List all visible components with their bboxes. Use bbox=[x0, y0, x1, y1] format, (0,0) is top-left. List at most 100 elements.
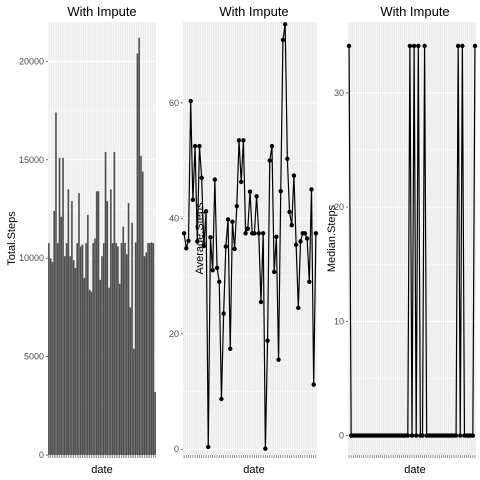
data-point bbox=[346, 43, 352, 49]
data-point bbox=[409, 433, 415, 438]
bar bbox=[104, 151, 107, 455]
data-point bbox=[195, 239, 200, 244]
y-tick-label: 60 bbox=[169, 98, 179, 108]
data-point bbox=[269, 143, 275, 149]
bar bbox=[101, 256, 103, 455]
y-tick-label: 40 bbox=[169, 213, 179, 223]
bar bbox=[141, 171, 144, 455]
data-point bbox=[260, 231, 266, 236]
data-point bbox=[422, 43, 427, 49]
bar bbox=[60, 216, 63, 455]
data-point bbox=[225, 217, 231, 222]
y-tick-label: 0 bbox=[39, 450, 44, 460]
data-point bbox=[247, 189, 253, 194]
data-point bbox=[234, 203, 240, 209]
data-point bbox=[265, 338, 270, 343]
bar bbox=[49, 258, 52, 455]
data-point bbox=[206, 444, 211, 450]
data-point bbox=[252, 231, 257, 236]
data-point bbox=[274, 234, 279, 239]
data-point bbox=[455, 43, 461, 49]
data-point bbox=[201, 243, 207, 249]
data-point bbox=[280, 37, 286, 43]
bar bbox=[113, 151, 116, 455]
bar bbox=[58, 157, 61, 455]
bar bbox=[145, 252, 148, 455]
data-point bbox=[208, 235, 213, 240]
data-point bbox=[278, 188, 283, 194]
bar bbox=[94, 238, 96, 455]
x-axis-label: date bbox=[404, 464, 425, 476]
bar bbox=[102, 243, 105, 455]
y-tick-label: 0 bbox=[174, 444, 179, 454]
data-point bbox=[241, 138, 246, 143]
bar bbox=[108, 287, 110, 455]
chart-total-steps: 0 5000 10000 15000 20000 With Impute Total.Ste… bbox=[6, 4, 156, 476]
bar bbox=[92, 243, 94, 455]
y-tick-label: 10 bbox=[334, 316, 344, 326]
data-point bbox=[453, 433, 459, 438]
data-point bbox=[302, 231, 308, 236]
data-point bbox=[217, 279, 222, 284]
data-point bbox=[307, 279, 312, 284]
data-point bbox=[460, 43, 465, 49]
bar bbox=[118, 283, 121, 455]
y-tick-label: 20 bbox=[334, 202, 344, 212]
bar bbox=[99, 279, 102, 455]
data-point bbox=[239, 179, 244, 185]
bar bbox=[154, 392, 156, 455]
data-point bbox=[210, 268, 215, 273]
data-point bbox=[472, 43, 478, 49]
data-point bbox=[263, 446, 268, 451]
bar bbox=[131, 222, 133, 455]
bar bbox=[138, 37, 140, 455]
data-point bbox=[197, 143, 202, 149]
chart-average-steps: 0 20 40 60 With Impute Average.Steps date bbox=[169, 4, 319, 476]
y-tick-label: 20000 bbox=[19, 56, 44, 66]
data-point bbox=[296, 305, 301, 310]
data-point bbox=[184, 246, 189, 251]
data-point bbox=[405, 433, 411, 438]
bar bbox=[127, 203, 130, 455]
chart-title: With Impute bbox=[67, 4, 136, 19]
bar bbox=[115, 243, 117, 455]
data-point bbox=[245, 226, 251, 231]
bar bbox=[55, 112, 57, 455]
bar bbox=[65, 243, 68, 455]
bar bbox=[90, 291, 93, 455]
data-point bbox=[214, 265, 220, 271]
bar bbox=[140, 155, 142, 455]
bar bbox=[83, 277, 86, 455]
data-point bbox=[304, 236, 310, 241]
bar bbox=[81, 244, 84, 455]
data-point bbox=[311, 382, 316, 387]
data-point bbox=[411, 43, 417, 49]
bar bbox=[95, 191, 98, 455]
data-point bbox=[186, 238, 191, 244]
bar bbox=[79, 246, 82, 455]
data-point bbox=[271, 269, 277, 275]
bar bbox=[88, 289, 91, 455]
data-point bbox=[470, 433, 476, 438]
y-tick-label: 15000 bbox=[19, 155, 44, 165]
bar bbox=[122, 226, 125, 455]
bar bbox=[124, 243, 126, 455]
data-point bbox=[228, 346, 233, 351]
data-point bbox=[293, 242, 299, 248]
data-point bbox=[413, 433, 419, 438]
chart-title: With Impute bbox=[219, 4, 288, 19]
bar bbox=[76, 243, 79, 455]
bar bbox=[71, 201, 73, 455]
bar bbox=[48, 243, 50, 455]
data-point bbox=[309, 187, 314, 192]
bar bbox=[111, 243, 114, 455]
data-point bbox=[285, 156, 290, 162]
data-point bbox=[190, 197, 196, 203]
bar bbox=[53, 210, 55, 455]
data-point bbox=[313, 231, 319, 236]
bar bbox=[136, 53, 139, 456]
bar bbox=[117, 246, 119, 455]
bar bbox=[67, 189, 70, 455]
chart-title: With Impute bbox=[380, 4, 449, 19]
